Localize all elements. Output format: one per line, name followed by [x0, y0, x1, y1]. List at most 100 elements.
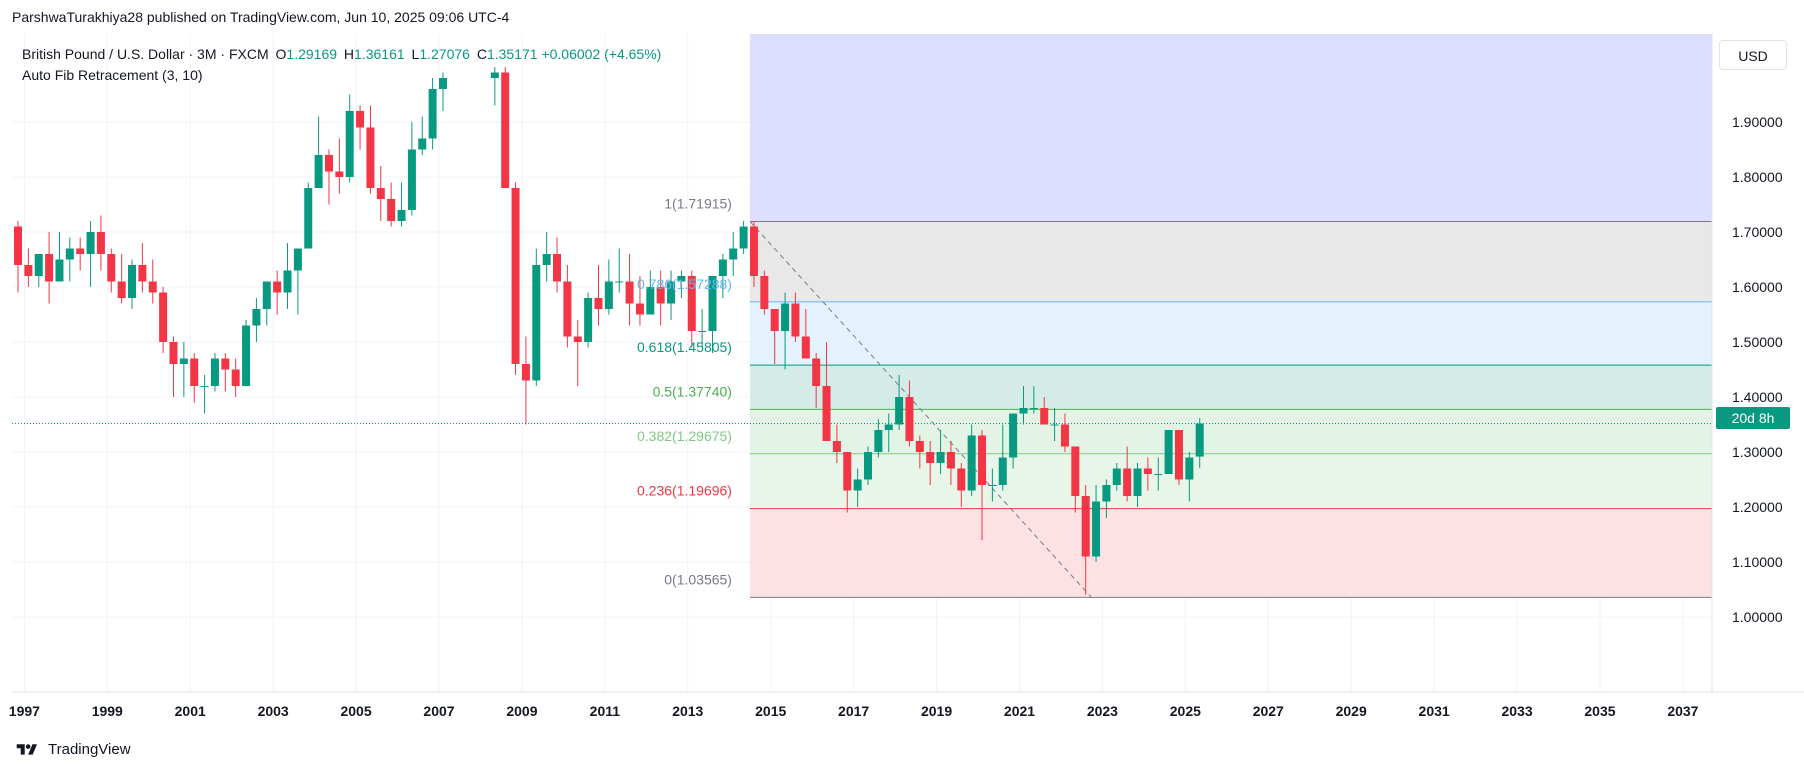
candle-body: [864, 452, 872, 480]
candle-down: [760, 270, 769, 315]
tradingview-logo-icon: [16, 743, 37, 755]
candle-down: [832, 424, 841, 463]
candle-body: [843, 452, 852, 491]
candle-down: [801, 309, 810, 359]
fib-level-label: 1(1.71915): [664, 195, 732, 211]
indicator-label[interactable]: Auto Fib Retracement (3, 10): [22, 67, 203, 83]
candle-up: [407, 122, 416, 216]
candle-body: [615, 281, 624, 283]
candle-down: [335, 138, 344, 194]
candle-body: [34, 254, 43, 276]
candle-body: [293, 248, 302, 271]
open-label: O: [275, 46, 287, 62]
candle-body: [366, 127, 375, 188]
time-tick-label: 2031: [1419, 703, 1450, 719]
candle-up: [1029, 386, 1038, 414]
time-tick-label: 2005: [340, 703, 371, 719]
candle-down: [231, 358, 240, 397]
candle-down: [376, 166, 385, 221]
fib-zone-layer: [749, 34, 1712, 598]
candle-down: [356, 105, 365, 150]
candle-body: [1081, 496, 1090, 557]
candle-body: [1009, 413, 1018, 458]
candle-body: [926, 452, 935, 463]
fib-level-layer: [749, 220, 1712, 598]
candle-up: [615, 248, 624, 293]
candle-body: [1133, 468, 1142, 496]
candle-body: [635, 303, 644, 315]
candle-body: [542, 254, 551, 265]
candle-down: [24, 248, 33, 287]
candle-up: [418, 116, 427, 155]
candle-down: [1071, 446, 1080, 513]
candle-body: [677, 276, 686, 282]
candle-body: [1019, 408, 1028, 414]
candle-body: [967, 435, 976, 491]
candle-body: [760, 276, 769, 309]
candlestick-chart[interactable]: 1(1.71915) 0.786(1.57288) 0.618(1.45805) 0.…: [0, 0, 1804, 740]
candle-body: [646, 287, 655, 315]
candle-down: [273, 270, 282, 315]
candle-up: [252, 298, 261, 342]
candle-up: [1185, 452, 1194, 502]
time-tick-label: 2025: [1170, 703, 1201, 719]
candle-down: [822, 342, 831, 441]
candle-up: [1112, 463, 1121, 491]
currency-button[interactable]: USD: [1719, 40, 1787, 70]
candle-up: [55, 232, 64, 282]
candle-body: [708, 276, 717, 331]
candle-body: [55, 259, 64, 282]
fib-level-label: 0.786(1.57288): [637, 276, 732, 292]
candle-up: [34, 254, 43, 287]
price-tick-label: 1.00000: [1732, 609, 1783, 625]
candle-body: [314, 155, 323, 188]
candle-down: [791, 292, 800, 342]
fib-level-label: 0(1.03565): [664, 571, 732, 587]
candle-down: [1143, 457, 1152, 491]
price-axis: 1.00000 1.10000 1.20000 1.30000 1.40000 1.500…: [1732, 114, 1783, 625]
candle-body: [573, 336, 582, 342]
candle-down: [573, 320, 582, 386]
candle-body: [511, 188, 520, 364]
candle-down: [14, 221, 22, 293]
candle-up: [739, 221, 748, 254]
candle-down: [1123, 446, 1132, 502]
candle-up: [428, 78, 437, 150]
candle-body: [304, 188, 313, 249]
candle-up: [1009, 413, 1018, 469]
time-tick-label: 2013: [672, 703, 703, 719]
candle-body: [397, 210, 406, 221]
low-value: 1.27076: [419, 46, 470, 62]
candle-down: [366, 105, 375, 194]
candle-up: [314, 116, 323, 188]
candle-body: [356, 111, 365, 128]
time-tick-label: 2021: [1004, 703, 1035, 719]
candle-down: [687, 270, 696, 348]
time-tick-label: 1997: [9, 703, 40, 719]
candle-body: [65, 248, 74, 260]
candle-body: [210, 358, 219, 386]
footer-brand[interactable]: TradingView: [12, 741, 131, 758]
candle-up: [864, 446, 872, 485]
candle-body: [24, 265, 33, 276]
candles-layer: [14, 67, 1204, 595]
fib-zone: [749, 301, 1712, 366]
candle-body: [242, 325, 251, 386]
candle-down: [159, 287, 168, 353]
fib-level-label: 0.5(1.37740): [653, 383, 732, 399]
candle-up: [86, 221, 95, 287]
candle-body: [884, 424, 893, 430]
candle-body: [1029, 408, 1038, 409]
candle-up: [646, 270, 655, 315]
candle-body: [96, 232, 105, 254]
candle-up: [708, 276, 717, 353]
candle-body: [718, 259, 727, 276]
candle-body: [604, 281, 613, 309]
candle-down: [521, 336, 530, 425]
symbol-label[interactable]: British Pound / U.S. Dollar · 3M · FXCM: [22, 46, 269, 62]
candle-body: [76, 248, 85, 254]
candle-up: [874, 419, 883, 458]
candle-body: [231, 369, 240, 386]
publisher-line: ParshwaTurakhiya28 published on TradingV…: [12, 9, 510, 25]
candle-down: [148, 259, 157, 304]
